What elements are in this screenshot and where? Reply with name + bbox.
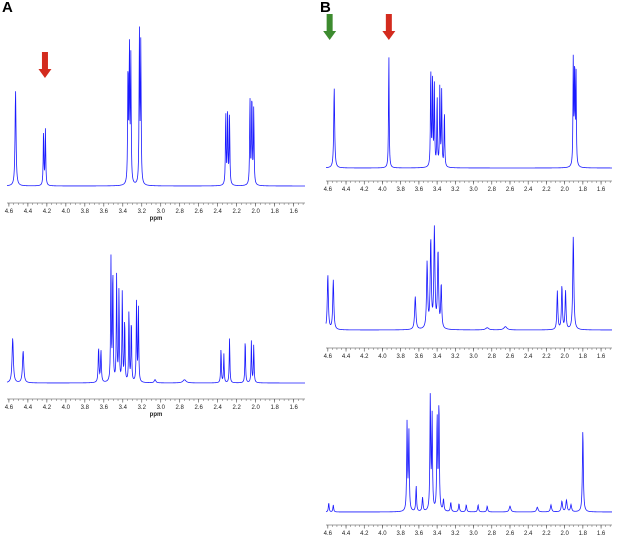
x-tick-label: 2.0: [251, 209, 260, 215]
x-tick-label: 1.6: [597, 354, 606, 360]
x-tick-label: 3.4: [433, 187, 442, 193]
panel-label-b: B: [320, 0, 331, 16]
x-tick-label: 3.6: [100, 209, 109, 215]
x-tick-label: 1.8: [270, 209, 279, 215]
x-tick-label: 1.6: [289, 209, 298, 215]
x-tick-label: 4.6: [324, 531, 333, 537]
spectrum-trace: [325, 225, 612, 331]
x-tick-label: 2.0: [560, 187, 569, 193]
x-tick-label: 2.4: [524, 531, 533, 537]
spectrum-4: 4.6 4.4 4.2 4.0 3.8 3.6 3.4 3.2 3.0 2.8 2.6 2.4 2.2 2…: [324, 225, 612, 360]
x-tick-label: 4.6: [5, 209, 14, 215]
x-tick-label: 1.8: [270, 405, 279, 411]
x-tick-label: 1.8: [579, 187, 588, 193]
x-tick-label: 3.0: [157, 209, 166, 215]
x-tick-label: 4.2: [360, 531, 369, 537]
x-tick-label: 3.8: [397, 531, 406, 537]
x-tick-label: 2.2: [232, 405, 241, 411]
x-tick-label: 3.0: [469, 531, 478, 537]
x-tick-label: 2.0: [560, 531, 569, 537]
x-tick-label: 1.8: [579, 531, 588, 537]
x-tick-label: 2.2: [542, 354, 551, 360]
x-tick-label: 3.0: [469, 187, 478, 193]
x-tick-label: 2.6: [506, 354, 515, 360]
x-tick-label: 4.4: [342, 531, 351, 537]
x-tick-label: 2.8: [176, 405, 185, 411]
x-tick-label: 2.2: [542, 187, 551, 193]
spectrum-trace: [325, 54, 612, 169]
x-tick-label: 4.4: [342, 354, 351, 360]
x-tick-label: 2.8: [176, 209, 185, 215]
x-axis-title: ppm: [150, 412, 163, 418]
x-tick-label: 4.2: [360, 187, 369, 193]
x-tick-label: 4.0: [62, 405, 71, 411]
x-tick-label: 4.2: [43, 209, 52, 215]
green-arrow-icon: [323, 14, 337, 40]
x-tick-label: 3.6: [415, 187, 424, 193]
x-tick-label: 3.8: [81, 209, 90, 215]
x-tick-label: 3.6: [415, 531, 424, 537]
x-tick-label: 2.4: [524, 354, 533, 360]
x-tick-label: 3.4: [433, 531, 442, 537]
x-tick-label: 2.8: [488, 187, 497, 193]
x-tick-label: 3.2: [451, 354, 460, 360]
x-tick-label: 2.8: [488, 354, 497, 360]
x-tick-label: 2.0: [560, 354, 569, 360]
spectrum-trace: [6, 26, 305, 187]
x-tick-label: 2.6: [195, 405, 204, 411]
x-tick-label: 2.2: [542, 531, 551, 537]
x-tick-label: 2.0: [251, 405, 260, 411]
spectrum-trace: [6, 254, 305, 384]
x-tick-label: 3.4: [119, 209, 128, 215]
x-tick-label: 1.6: [597, 187, 606, 193]
x-tick-label: 3.4: [119, 405, 128, 411]
x-tick-label: 3.6: [415, 354, 424, 360]
x-tick-label: 4.6: [324, 354, 333, 360]
x-tick-label: 2.4: [214, 405, 223, 411]
x-tick-label: 3.6: [100, 405, 109, 411]
x-tick-label: 4.6: [324, 187, 333, 193]
spectrum-3: 4.6 4.4 4.2 4.0 3.8 3.6 3.4 3.2 3.0 2.8 2.6 2.4 2.2 2…: [324, 54, 612, 193]
x-axis-title: ppm: [150, 216, 163, 222]
red-arrow-icon: [38, 52, 52, 78]
x-tick-label: 1.6: [289, 405, 298, 411]
x-tick-label: 4.6: [5, 405, 14, 411]
x-tick-label: 3.8: [81, 405, 90, 411]
x-tick-label: 2.6: [506, 531, 515, 537]
x-tick-label: 2.4: [524, 187, 533, 193]
x-tick-label: 4.4: [24, 209, 33, 215]
x-tick-label: 4.0: [378, 354, 387, 360]
x-tick-label: 4.0: [378, 187, 387, 193]
spectrum-1: 4.6 4.4 4.2 4.0 3.8 3.6 3.4 3.2 3.0 2.8 2.6 2.4 2.2 2…: [5, 26, 305, 222]
x-tick-label: 3.0: [157, 405, 166, 411]
x-tick-label: 3.2: [451, 531, 460, 537]
x-tick-label: 4.2: [360, 354, 369, 360]
x-tick-label: 3.0: [469, 354, 478, 360]
x-tick-label: 4.0: [62, 209, 71, 215]
x-tick-label: 3.4: [433, 354, 442, 360]
x-tick-label: 4.2: [43, 405, 52, 411]
spectrum-2: 4.6 4.4 4.2 4.0 3.8 3.6 3.4 3.2 3.0 2.8 2.6 2.4 2.2 2…: [5, 254, 305, 418]
x-tick-label: 3.2: [138, 209, 147, 215]
x-tick-label: 2.8: [488, 531, 497, 537]
x-tick-label: 1.8: [579, 354, 588, 360]
x-tick-label: 4.0: [378, 531, 387, 537]
spectrum-5: 4.6 4.4 4.2 4.0 3.8 3.6 3.4 3.2 3.0 2.8 2.6 2.4 2.2 2…: [324, 393, 612, 537]
spectrum-trace: [325, 393, 612, 513]
x-tick-label: 2.6: [506, 187, 515, 193]
x-tick-label: 2.4: [214, 209, 223, 215]
x-tick-label: 4.4: [24, 405, 33, 411]
red-arrow-icon: [382, 14, 396, 40]
x-tick-label: 1.6: [597, 531, 606, 537]
x-tick-label: 2.2: [232, 209, 241, 215]
x-tick-label: 2.6: [195, 209, 204, 215]
x-tick-label: 3.2: [451, 187, 460, 193]
panel-label-a: A: [2, 0, 13, 16]
x-tick-label: 3.2: [138, 405, 147, 411]
x-tick-label: 3.8: [397, 187, 406, 193]
x-tick-label: 3.8: [397, 354, 406, 360]
x-tick-label: 4.4: [342, 187, 351, 193]
